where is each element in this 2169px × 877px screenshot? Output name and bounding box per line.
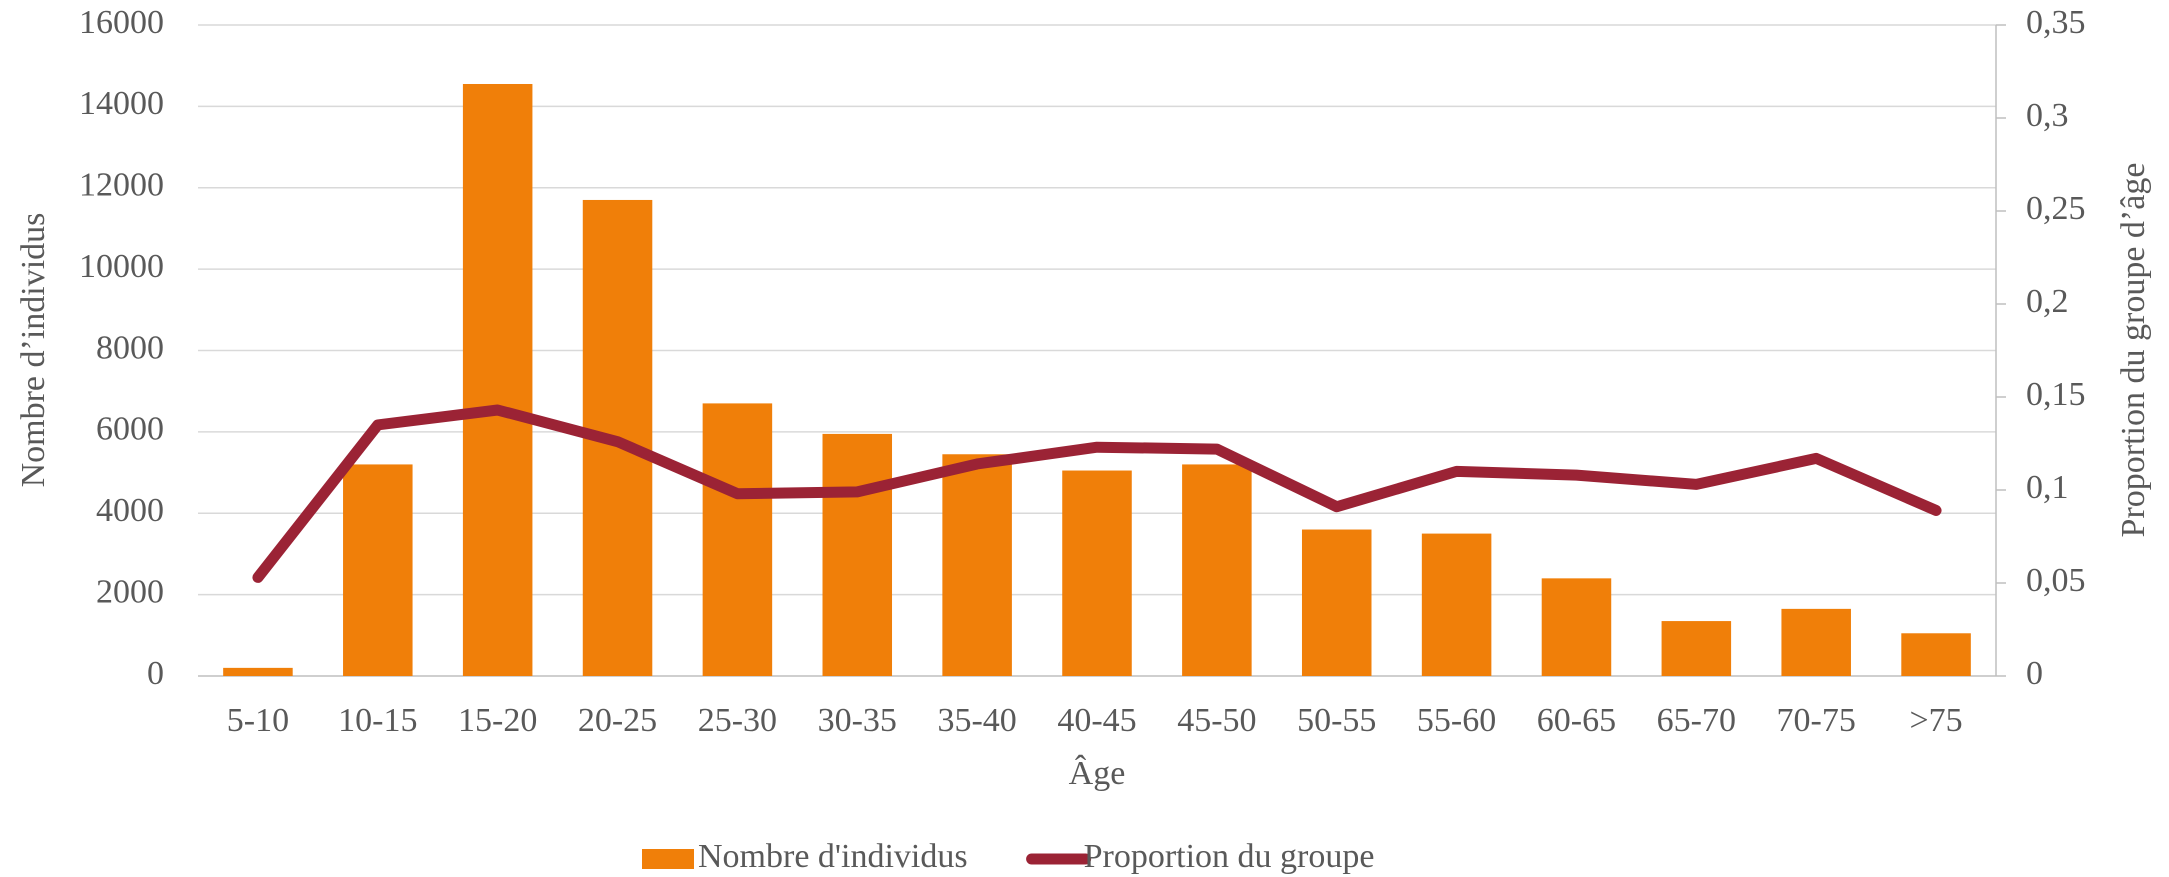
- bar: [942, 454, 1012, 676]
- y2-tick-label: 0,35: [2026, 4, 2086, 41]
- bar: [822, 433, 893, 676]
- y-tick-label: 4000: [96, 492, 164, 529]
- bar: [1421, 533, 1492, 676]
- y-tick-label: 10000: [79, 248, 164, 285]
- x-tick-label: 70-75: [1777, 702, 1856, 739]
- x-tick-label: >75: [1909, 702, 1962, 739]
- y-tick-label: 0: [147, 655, 164, 692]
- y-tick-label: 16000: [79, 4, 164, 41]
- legend-label: Nombre d'individus: [698, 838, 968, 875]
- x-tick-label: 50-55: [1297, 702, 1376, 739]
- bar: [1541, 578, 1612, 676]
- legend-label: Proportion du groupe: [1084, 838, 1375, 875]
- y2-tick-label: 0,25: [2026, 190, 2086, 227]
- x-tick-label: 35-40: [937, 702, 1016, 739]
- x-tick-label: 5-10: [227, 702, 289, 739]
- y-tick-label: 6000: [96, 411, 164, 448]
- x-tick-label: 30-35: [818, 702, 897, 739]
- x-tick-label: 40-45: [1057, 702, 1136, 739]
- x-tick-label: 65-70: [1657, 702, 1736, 739]
- y2-tick-label: 0,1: [2026, 469, 2069, 506]
- line: [252, 404, 1942, 583]
- y2-tick-label: 0,05: [2026, 562, 2086, 599]
- bar: [1062, 470, 1132, 676]
- bar: [1781, 608, 1851, 676]
- y2-tick-label: 0: [2026, 655, 2043, 692]
- bar: [343, 464, 413, 676]
- x-tick-label: 55-60: [1417, 702, 1496, 739]
- legend-swatch: [642, 849, 694, 869]
- x-tick-label: 10-15: [338, 702, 417, 739]
- y-tick-label: 12000: [79, 167, 164, 204]
- y2-tick-label: 0,2: [2026, 283, 2069, 320]
- x-tick-label: 25-30: [698, 702, 777, 739]
- y-tick-label: 8000: [96, 329, 164, 366]
- bar: [1901, 633, 1971, 676]
- y-tick-label: 2000: [96, 573, 164, 610]
- x-tick-label: 15-20: [458, 702, 537, 739]
- x-tick-label: 45-50: [1177, 702, 1256, 739]
- bar: [223, 667, 293, 676]
- bar: [702, 403, 773, 676]
- y2-axis-title: Proportion du groupe d’âge: [2115, 163, 2152, 538]
- x-axis-title: Âge: [1069, 755, 1126, 792]
- bar: [1182, 464, 1252, 676]
- x-tick-label: 60-65: [1537, 702, 1616, 739]
- bar: [1301, 529, 1372, 676]
- x-tick-label: 20-25: [578, 702, 657, 739]
- y2-tick-label: 0,3: [2026, 97, 2069, 134]
- y-axis-title: Nombre d’individus: [15, 213, 52, 488]
- y2-tick-label: 0,15: [2026, 376, 2086, 413]
- y-tick-label: 14000: [79, 85, 164, 122]
- bar: [1661, 621, 1732, 676]
- bar: [462, 83, 533, 676]
